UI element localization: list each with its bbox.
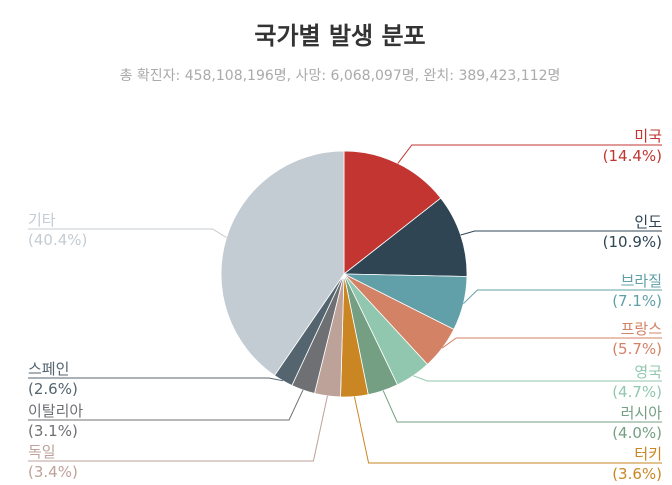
leader-line-10: [28, 377, 284, 382]
slice-label-name-5: 영국: [634, 363, 662, 381]
pie-slice-11[interactable]: [220, 150, 345, 377]
pie-slice-1[interactable]: [343, 150, 442, 275]
label-leader-lines: [28, 144, 662, 464]
leader-line-6: [382, 390, 662, 423]
slice-label-name-11: 기타: [28, 211, 56, 229]
slice-label-percent-6: (4.0%): [612, 424, 662, 442]
slice-label-percent-10: (2.6%): [28, 380, 78, 398]
slice-label-percent-2: (10.9%): [603, 233, 662, 251]
slice-label-percent-3: (7.1%): [612, 292, 662, 310]
leader-line-1: [397, 144, 662, 164]
slice-label-name-3: 브라질: [621, 272, 662, 290]
leader-line-5: [413, 375, 662, 382]
slice-label-name-9: 이탈리아: [28, 402, 83, 420]
slice-label-name-7: 터키: [634, 445, 662, 463]
slice-label-percent-4: (5.7%): [612, 340, 662, 358]
slice-label-percent-7: (3.6%): [612, 465, 662, 483]
slice-label-name-10: 스페인: [28, 360, 69, 378]
chart-subtitle: 총 확진자: 458,108,196명, 사망: 6,068,097명, 완치:…: [120, 68, 561, 84]
leader-line-3: [463, 289, 662, 305]
slice-label-percent-11: (40.4%): [28, 231, 87, 249]
pie-slices: [220, 150, 468, 398]
slice-label-name-4: 프랑스: [621, 320, 663, 338]
slice-labels: 미국 (14.4%) 인도 (10.9%) 브라질 (7.1%) 프랑스 (5.7%) 영국 (4…: [28, 127, 662, 483]
slice-label-percent-8: (3.4%): [28, 463, 78, 481]
slice-label-name-1: 미국: [634, 127, 662, 145]
slice-label-name-8: 독일: [28, 443, 56, 461]
slice-label-name-6: 러시아: [621, 404, 663, 422]
chart-title: 국가별 발생 분포: [254, 22, 425, 50]
leader-line-8: [28, 395, 328, 462]
leader-line-2: [460, 230, 662, 236]
leader-line-4: [441, 337, 662, 349]
slice-label-name-2: 인도: [634, 213, 662, 231]
pie-slice-2[interactable]: [342, 197, 468, 277]
leader-line-11: [28, 228, 227, 239]
slice-label-percent-9: (3.1%): [28, 422, 78, 440]
leader-line-9: [28, 389, 304, 421]
slice-label-percent-1: (14.4%): [603, 147, 662, 165]
leader-line-7: [353, 396, 662, 464]
slice-label-percent-5: (4.7%): [612, 383, 662, 401]
